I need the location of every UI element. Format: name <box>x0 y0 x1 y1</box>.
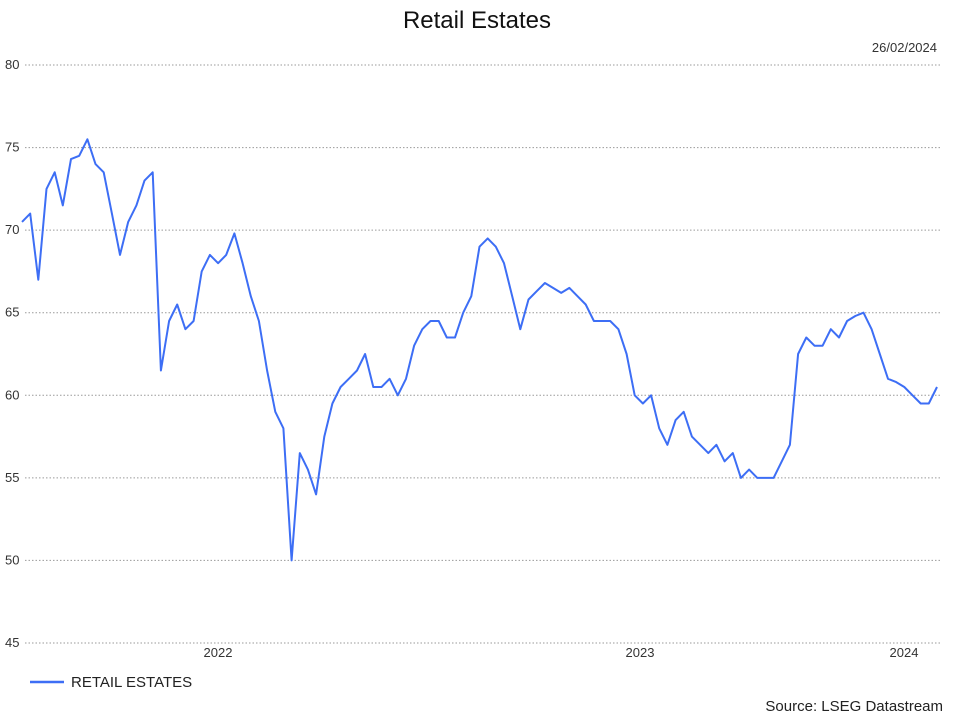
series-line-retail-estates <box>21 138 938 562</box>
date-label: 26/02/2024 <box>872 40 937 55</box>
chart-title: Retail Estates <box>403 7 551 34</box>
legend-label: RETAIL ESTATES <box>71 674 192 691</box>
x-axis-ticks: 2022 2023 2024 <box>204 645 919 660</box>
y-tick-label: 50 <box>5 552 19 567</box>
y-tick-label: 45 <box>5 635 19 650</box>
x-tick-label: 2022 <box>204 645 233 660</box>
y-gridlines <box>25 64 940 644</box>
source-note: Source: LSEG Datastream <box>765 698 943 715</box>
y-tick-label: 55 <box>5 470 19 485</box>
y-tick-label: 70 <box>5 222 19 237</box>
y-tick-label: 80 <box>5 57 19 72</box>
y-tick-label: 65 <box>5 305 19 320</box>
y-tick-label: 75 <box>5 140 19 155</box>
y-tick-label: 60 <box>5 387 19 402</box>
x-tick-label: 2024 <box>890 645 919 660</box>
y-axis-ticks: 45 50 55 60 65 70 75 80 <box>5 57 19 650</box>
legend: RETAIL ESTATES <box>30 674 192 691</box>
x-tick-label: 2023 <box>626 645 655 660</box>
